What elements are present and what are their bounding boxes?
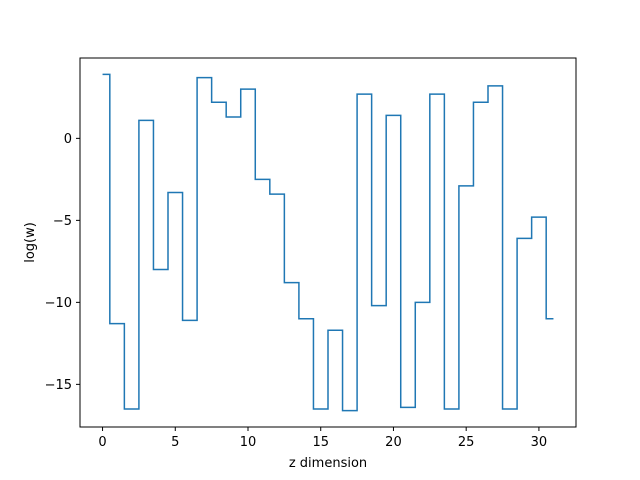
y-axis-label: log(w) [23, 222, 38, 263]
y-tick-label: −5 [53, 214, 72, 229]
x-axis-label: z dimension [289, 456, 367, 471]
x-tick-label: 0 [98, 435, 106, 450]
y-axis-ticks: 0 −5 −10 −15 [45, 132, 80, 393]
y-tick-label: −10 [45, 296, 72, 311]
series-layer [102, 73, 554, 412]
plot-frame [79, 57, 577, 428]
y-tick-label: −15 [45, 378, 72, 393]
x-tick-label: 15 [312, 435, 329, 450]
x-tick-label: 10 [240, 435, 257, 450]
y-tick-label: 0 [64, 132, 72, 147]
x-tick-label: 25 [458, 435, 475, 450]
x-tick-label: 30 [531, 435, 548, 450]
x-tick-label: 5 [171, 435, 179, 450]
series-line [102, 73, 554, 412]
x-tick-label: 20 [385, 435, 402, 450]
x-axis-ticks: 0 5 10 15 20 25 30 [98, 427, 547, 450]
